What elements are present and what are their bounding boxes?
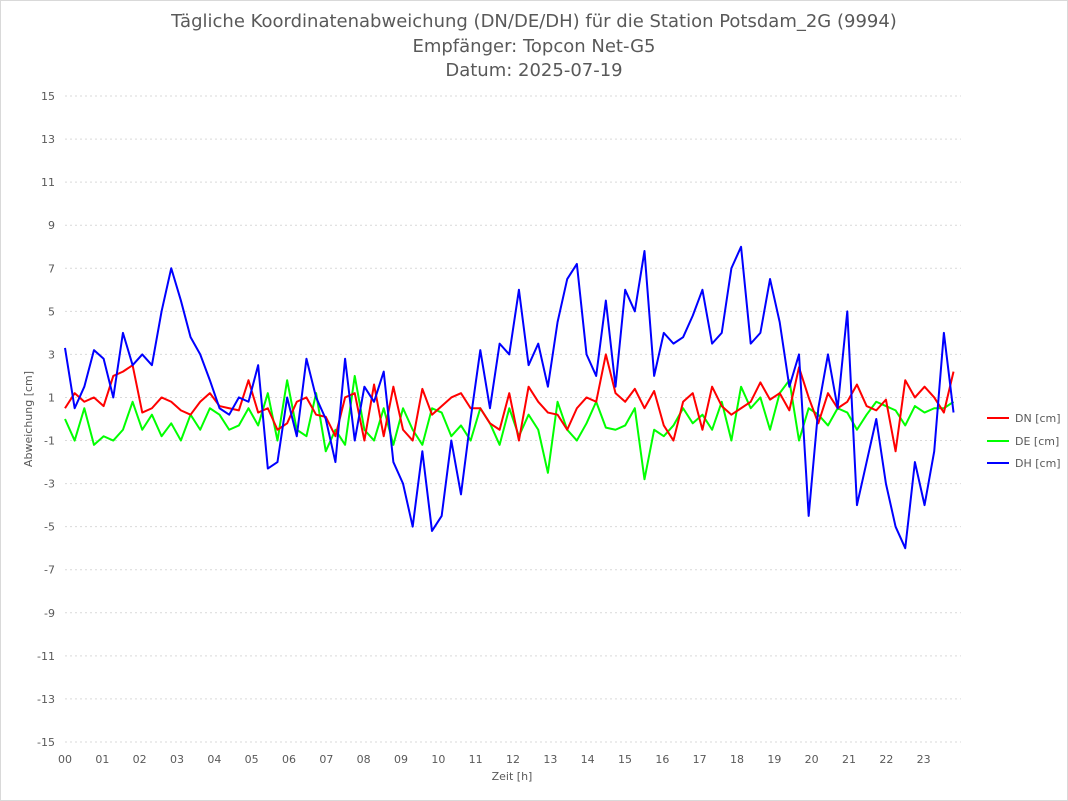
legend: DN [cm] DE [cm] DH [cm] (987, 412, 1061, 470)
x-tick-label: 23 (917, 753, 931, 766)
x-axis-ticks: 00 01 02 03 04 05 06 07 08 09 10 11 12 13 14 15 16 17 18 19… (58, 753, 931, 766)
x-tick-label: 21 (842, 753, 856, 766)
y-tick-label: -3 (44, 478, 55, 491)
chart-title: Tägliche Koordinatenabweichung (DN/DE/DH… (171, 11, 897, 32)
x-tick-label: 07 (319, 753, 333, 766)
series-line-dn (64, 353, 955, 453)
chart-subtitle-receiver: Empfänger: Topcon Net-G5 (412, 36, 656, 57)
x-tick-label: 17 (693, 753, 707, 766)
y-tick-label: 3 (48, 348, 55, 361)
x-tick-label: 22 (879, 753, 893, 766)
x-tick-label: 13 (543, 753, 557, 766)
chart-subtitle-date: Datum: 2025-07-19 (445, 60, 623, 81)
y-tick-label: 7 (48, 262, 55, 275)
legend-label: DH [cm] (1015, 457, 1061, 470)
x-tick-label: 18 (730, 753, 744, 766)
legend-label: DN [cm] (1015, 412, 1061, 425)
x-tick-label: 01 (95, 753, 109, 766)
x-tick-label: 08 (357, 753, 371, 766)
y-axis-title: Abweichung [cm] (22, 371, 35, 467)
series-line-de (64, 374, 955, 481)
x-tick-label: 09 (394, 753, 408, 766)
x-tick-label: 16 (655, 753, 669, 766)
x-tick-label: 02 (133, 753, 147, 766)
y-tick-label: 13 (41, 133, 55, 146)
x-tick-label: 06 (282, 753, 296, 766)
y-tick-label: -1 (44, 435, 55, 448)
x-tick-label: 15 (618, 753, 632, 766)
x-tick-label: 12 (506, 753, 520, 766)
x-tick-label: 10 (431, 753, 445, 766)
y-tick-label: 15 (41, 90, 55, 103)
y-tick-label: 9 (48, 219, 55, 232)
y-tick-label: -13 (37, 693, 55, 706)
x-tick-label: 20 (805, 753, 819, 766)
legend-label: DE [cm] (1015, 435, 1059, 448)
y-tick-label: 1 (48, 391, 55, 404)
x-tick-label: 03 (170, 753, 184, 766)
series-line-dh (64, 245, 955, 550)
y-tick-label: -7 (44, 564, 55, 577)
x-tick-label: 05 (245, 753, 259, 766)
x-tick-label: 00 (58, 753, 72, 766)
grid-lines (65, 95, 961, 743)
y-tick-label: -11 (37, 650, 55, 663)
y-tick-label: -5 (44, 521, 55, 534)
x-tick-label: 19 (767, 753, 781, 766)
y-tick-label: 11 (41, 176, 55, 189)
x-tick-label: 04 (207, 753, 221, 766)
y-tick-label: 5 (48, 305, 55, 318)
y-axis-ticks: 15 13 11 9 7 5 3 1 -1 -3 -5 -7 -9 -11 -13 -15 (37, 90, 55, 749)
y-tick-label: -15 (37, 736, 55, 749)
x-tick-label: 14 (581, 753, 595, 766)
x-tick-label: 11 (469, 753, 483, 766)
y-tick-label: -9 (44, 607, 55, 620)
x-axis-title: Zeit [h] (492, 770, 533, 783)
series-lines (64, 245, 955, 550)
